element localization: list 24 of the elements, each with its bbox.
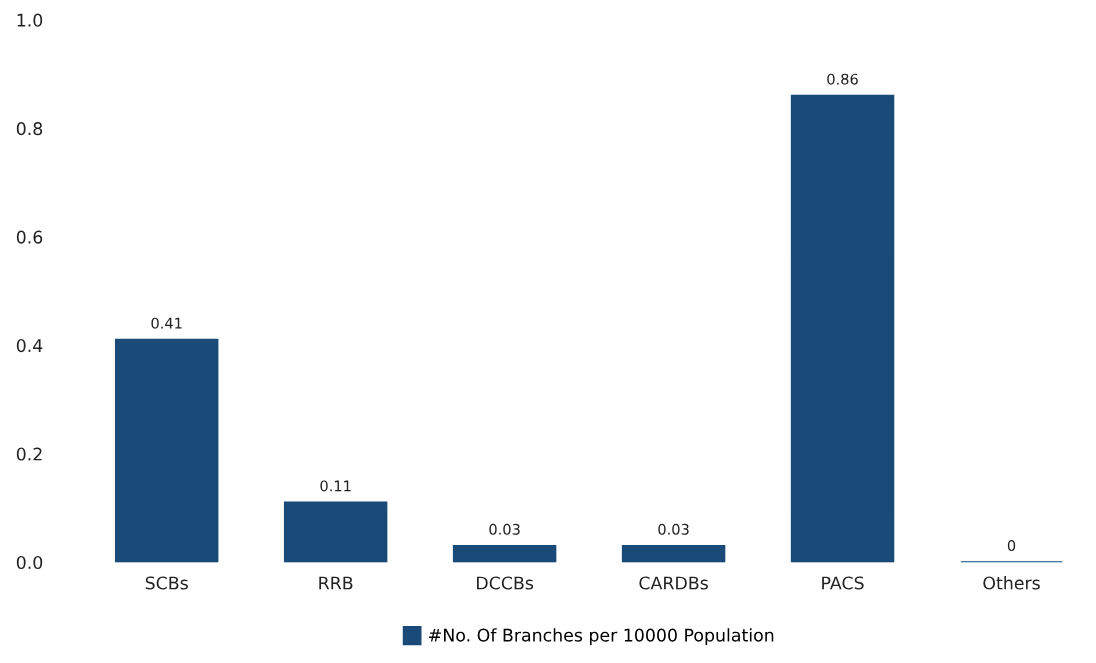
x-tick-label: RRB xyxy=(319,576,353,590)
legend-label: #No. Of Branches per 10000 Population xyxy=(429,628,774,646)
y-tick-label: 0.6 xyxy=(16,230,43,244)
data-label: 0.41 xyxy=(151,317,182,329)
y-tick-label: 0.0 xyxy=(16,555,43,570)
data-label: 0.03 xyxy=(489,523,520,535)
bar xyxy=(621,544,726,563)
data-label: 0 xyxy=(1007,540,1016,552)
y-tick-label: 0.8 xyxy=(16,122,43,136)
bar xyxy=(452,544,557,563)
y-tick-label: 0.2 xyxy=(16,447,42,461)
x-tick-label: DCCBs xyxy=(477,576,534,590)
x-tick-label: SCBs xyxy=(145,576,188,590)
y-tick-label: 1.0 xyxy=(17,13,43,27)
x-tick-label: CARDBs xyxy=(639,576,708,590)
bar xyxy=(114,338,219,563)
x-tick-label: Others xyxy=(983,576,1040,590)
x-tick-label: PACS xyxy=(822,576,864,590)
data-label: 0.86 xyxy=(827,73,858,85)
bar xyxy=(790,94,895,563)
data-label: 0.11 xyxy=(320,480,351,492)
bar xyxy=(283,501,388,563)
y-tick-label: 0.4 xyxy=(16,339,43,353)
data-label: 0.03 xyxy=(658,523,689,535)
